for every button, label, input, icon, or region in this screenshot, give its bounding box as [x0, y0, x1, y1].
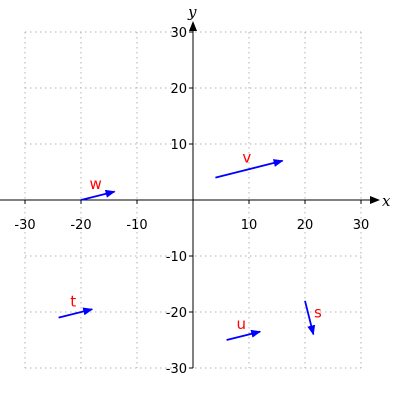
x-tick-label: -20 — [70, 218, 91, 233]
x-tick-label: 30 — [353, 218, 370, 233]
y-tick-label: -10 — [166, 250, 187, 265]
y-tick-label: -30 — [166, 362, 187, 377]
y-tick-label: 30 — [170, 26, 187, 41]
x-tick-label: 10 — [241, 218, 258, 233]
vector-label-u: u — [236, 315, 246, 333]
y-tick-label: -20 — [166, 306, 187, 321]
x-tick-label: -30 — [14, 218, 35, 233]
vector-s — [304, 300, 316, 336]
axes: xy — [0, 3, 391, 368]
vector-label-t: t — [70, 293, 76, 311]
vector-w — [80, 189, 116, 201]
x-axis-label: x — [382, 192, 391, 210]
vector-u — [226, 329, 262, 341]
vector-v — [215, 159, 284, 179]
y-axis-label: y — [187, 3, 197, 21]
vector-label-s: s — [314, 303, 322, 321]
vector-label-w: w — [89, 175, 101, 193]
x-tick-label: -10 — [126, 218, 147, 233]
vector-label-v: v — [242, 148, 251, 166]
vectors: v w t u s — [58, 148, 322, 341]
vector-t — [58, 307, 94, 319]
tick-labels: -30 -20 -10 10 20 30 -30 -20 -10 10 20 30 — [14, 26, 369, 377]
y-tick-label: 20 — [170, 82, 187, 97]
x-tick-label: 20 — [297, 218, 314, 233]
y-tick-label: 10 — [170, 138, 187, 153]
